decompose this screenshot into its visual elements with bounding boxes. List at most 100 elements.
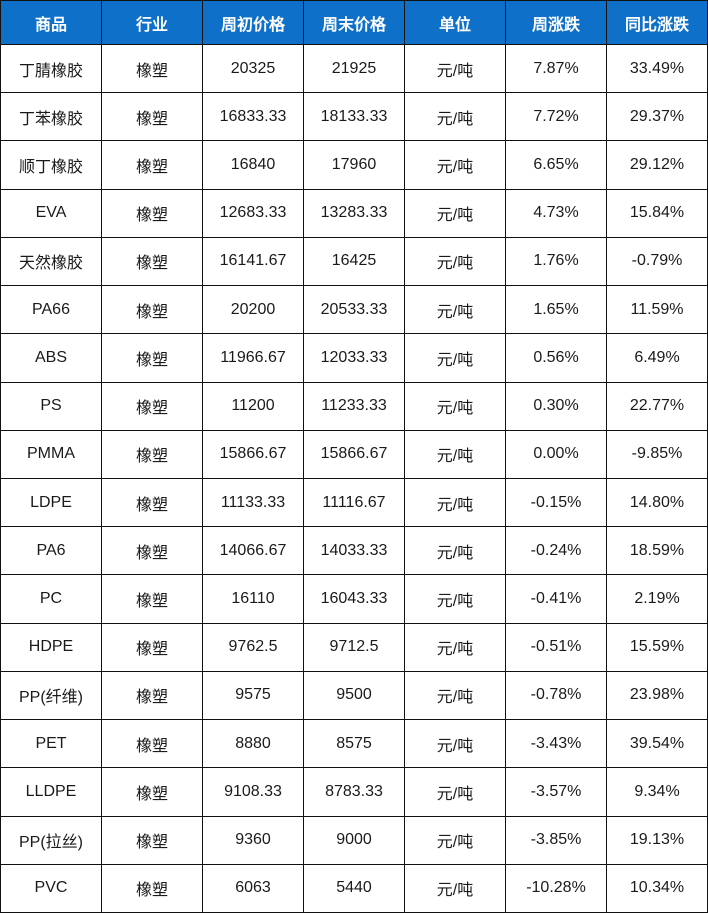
table-row: PVC 橡塑 6063 5440 元/吨 -10.28% 10.34%	[0, 863, 708, 913]
product-cell: HDPE	[0, 622, 102, 672]
start-price-cell: 9360	[202, 815, 304, 865]
end-price-cell: 18133.33	[303, 92, 405, 142]
product-cell: 天然橡胶	[0, 236, 102, 287]
table-row: PET 橡塑 8880 8575 元/吨 -3.43% 39.54%	[0, 719, 708, 769]
product-cell: LLDPE	[0, 767, 102, 817]
product-cell: 丁苯橡胶	[0, 92, 102, 142]
start-price-cell: 16110	[202, 574, 304, 624]
yoy-change-cell: 15.59%	[606, 622, 708, 672]
industry-cell: 橡塑	[101, 429, 203, 479]
unit-cell: 元/吨	[404, 381, 506, 431]
yoy-change-cell: -9.85%	[606, 429, 708, 479]
start-price-cell: 11966.67	[202, 333, 304, 383]
yoy-change-cell: 29.12%	[606, 140, 708, 190]
unit-cell: 元/吨	[404, 140, 506, 190]
unit-cell: 元/吨	[404, 574, 506, 624]
column-header-unit: 单位	[404, 0, 506, 45]
unit-cell: 元/吨	[404, 333, 506, 383]
yoy-change-cell: 29.37%	[606, 92, 708, 142]
start-price-cell: 8880	[202, 719, 304, 769]
unit-cell: 元/吨	[404, 43, 506, 94]
product-cell: EVA	[0, 188, 102, 238]
start-price-cell: 20200	[202, 285, 304, 335]
column-header-weekly-change: 周涨跌	[505, 0, 607, 45]
start-price-cell: 6063	[202, 863, 304, 913]
end-price-cell: 5440	[303, 863, 405, 913]
industry-cell: 橡塑	[101, 236, 203, 287]
table-row: EVA 橡塑 12683.33 13283.33 元/吨 4.73% 15.84%	[0, 188, 708, 238]
end-price-cell: 12033.33	[303, 333, 405, 383]
weekly-change-cell: 1.76%	[505, 236, 607, 287]
industry-cell: 橡塑	[101, 767, 203, 817]
unit-cell: 元/吨	[404, 188, 506, 238]
unit-cell: 元/吨	[404, 526, 506, 576]
industry-cell: 橡塑	[101, 863, 203, 913]
weekly-change-cell: -3.85%	[505, 815, 607, 865]
product-cell: PET	[0, 719, 102, 769]
unit-cell: 元/吨	[404, 429, 506, 479]
industry-cell: 橡塑	[101, 333, 203, 383]
product-cell: LDPE	[0, 477, 102, 528]
product-cell: PA6	[0, 526, 102, 576]
weekly-change-cell: 0.56%	[505, 333, 607, 383]
weekly-change-cell: -10.28%	[505, 863, 607, 913]
weekly-change-cell: 1.65%	[505, 285, 607, 335]
product-cell: 丁腈橡胶	[0, 43, 102, 94]
yoy-change-cell: 22.77%	[606, 381, 708, 431]
weekly-change-cell: 4.73%	[505, 188, 607, 238]
product-cell: PC	[0, 574, 102, 624]
start-price-cell: 15866.67	[202, 429, 304, 479]
start-price-cell: 16840	[202, 140, 304, 190]
column-header-industry: 行业	[101, 0, 203, 45]
table-row: HDPE 橡塑 9762.5 9712.5 元/吨 -0.51% 15.59%	[0, 622, 708, 672]
product-cell: PA66	[0, 285, 102, 335]
industry-cell: 橡塑	[101, 815, 203, 865]
table-row: PA6 橡塑 14066.67 14033.33 元/吨 -0.24% 18.59%	[0, 526, 708, 576]
industry-cell: 橡塑	[101, 188, 203, 238]
yoy-change-cell: -0.79%	[606, 236, 708, 287]
table-row: LDPE 橡塑 11133.33 11116.67 元/吨 -0.15% 14.80%	[0, 477, 708, 528]
unit-cell: 元/吨	[404, 767, 506, 817]
end-price-cell: 16043.33	[303, 574, 405, 624]
product-cell: PS	[0, 381, 102, 431]
end-price-cell: 9712.5	[303, 622, 405, 672]
industry-cell: 橡塑	[101, 477, 203, 528]
table-row: 丁腈橡胶 橡塑 20325 21925 元/吨 7.87% 33.49%	[0, 43, 708, 94]
yoy-change-cell: 15.84%	[606, 188, 708, 238]
end-price-cell: 11116.67	[303, 477, 405, 528]
yoy-change-cell: 6.49%	[606, 333, 708, 383]
end-price-cell: 9000	[303, 815, 405, 865]
weekly-change-cell: 6.65%	[505, 140, 607, 190]
industry-cell: 橡塑	[101, 381, 203, 431]
table-body: 丁腈橡胶 橡塑 20325 21925 元/吨 7.87% 33.49% 丁苯橡胶 橡塑 1683…	[0, 43, 708, 913]
industry-cell: 橡塑	[101, 670, 203, 721]
yoy-change-cell: 10.34%	[606, 863, 708, 913]
weekly-change-cell: 0.30%	[505, 381, 607, 431]
end-price-cell: 21925	[303, 43, 405, 94]
weekly-change-cell: 7.87%	[505, 43, 607, 94]
end-price-cell: 20533.33	[303, 285, 405, 335]
weekly-change-cell: -0.41%	[505, 574, 607, 624]
table-header: 商品 行业 周初价格 周末价格 单位 周涨跌 同比涨跌	[0, 0, 708, 45]
yoy-change-cell: 2.19%	[606, 574, 708, 624]
product-cell: PVC	[0, 863, 102, 913]
yoy-change-cell: 39.54%	[606, 719, 708, 769]
start-price-cell: 12683.33	[202, 188, 304, 238]
yoy-change-cell: 33.49%	[606, 43, 708, 94]
weekly-change-cell: -0.51%	[505, 622, 607, 672]
end-price-cell: 8783.33	[303, 767, 405, 817]
table-row: PS 橡塑 11200 11233.33 元/吨 0.30% 22.77%	[0, 381, 708, 431]
end-price-cell: 17960	[303, 140, 405, 190]
industry-cell: 橡塑	[101, 622, 203, 672]
yoy-change-cell: 23.98%	[606, 670, 708, 721]
start-price-cell: 20325	[202, 43, 304, 94]
end-price-cell: 8575	[303, 719, 405, 769]
table-row: PP(纤维) 橡塑 9575 9500 元/吨 -0.78% 23.98%	[0, 670, 708, 721]
start-price-cell: 16141.67	[202, 236, 304, 287]
table-row: 天然橡胶 橡塑 16141.67 16425 元/吨 1.76% -0.79%	[0, 236, 708, 287]
unit-cell: 元/吨	[404, 670, 506, 721]
weekly-change-cell: 7.72%	[505, 92, 607, 142]
product-cell: 顺丁橡胶	[0, 140, 102, 190]
